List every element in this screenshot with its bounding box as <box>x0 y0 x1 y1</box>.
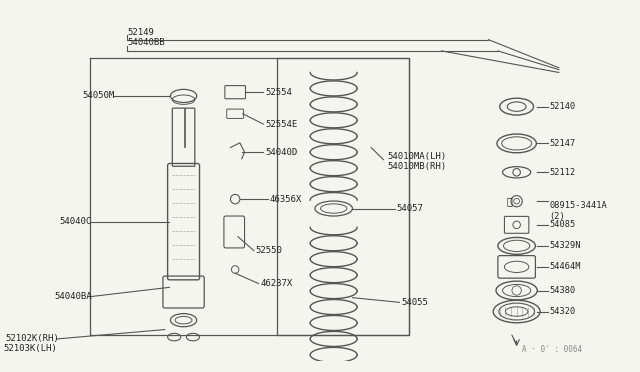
Text: 54050M: 54050M <box>83 92 115 100</box>
Text: A · 0' : 0064: A · 0' : 0064 <box>522 345 582 354</box>
Text: 52102K(RH): 52102K(RH) <box>5 334 59 343</box>
Text: 52147: 52147 <box>550 139 576 148</box>
Text: 54040BB: 54040BB <box>127 38 165 47</box>
Text: 54010MB(RH): 54010MB(RH) <box>387 162 446 171</box>
Text: 54464M: 54464M <box>550 262 581 272</box>
Text: 46356X: 46356X <box>270 195 302 203</box>
Text: 52103K(LH): 52103K(LH) <box>3 344 57 353</box>
Text: 52554: 52554 <box>265 88 292 97</box>
Text: 52149: 52149 <box>127 28 154 36</box>
Text: 54040C: 54040C <box>60 217 92 226</box>
Text: 52140: 52140 <box>550 102 576 111</box>
Text: 54040BA: 54040BA <box>54 292 92 301</box>
Text: 54010MA(LH): 54010MA(LH) <box>387 153 446 161</box>
Text: 46237X: 46237X <box>260 279 292 288</box>
Text: 54380: 54380 <box>550 286 576 295</box>
Text: 52554E: 52554E <box>265 119 298 129</box>
Text: 52550: 52550 <box>256 246 283 255</box>
Text: Ⓜ: Ⓜ <box>506 196 512 206</box>
Text: 54085: 54085 <box>550 220 576 230</box>
Text: 54320: 54320 <box>550 307 576 316</box>
Text: 54329N: 54329N <box>550 241 581 250</box>
Text: 54057: 54057 <box>397 204 424 213</box>
Text: 08915-3441A
(2): 08915-3441A (2) <box>550 201 607 221</box>
Text: 54055: 54055 <box>401 298 428 307</box>
Text: 54040D: 54040D <box>265 148 298 157</box>
Text: 52112: 52112 <box>550 168 576 177</box>
